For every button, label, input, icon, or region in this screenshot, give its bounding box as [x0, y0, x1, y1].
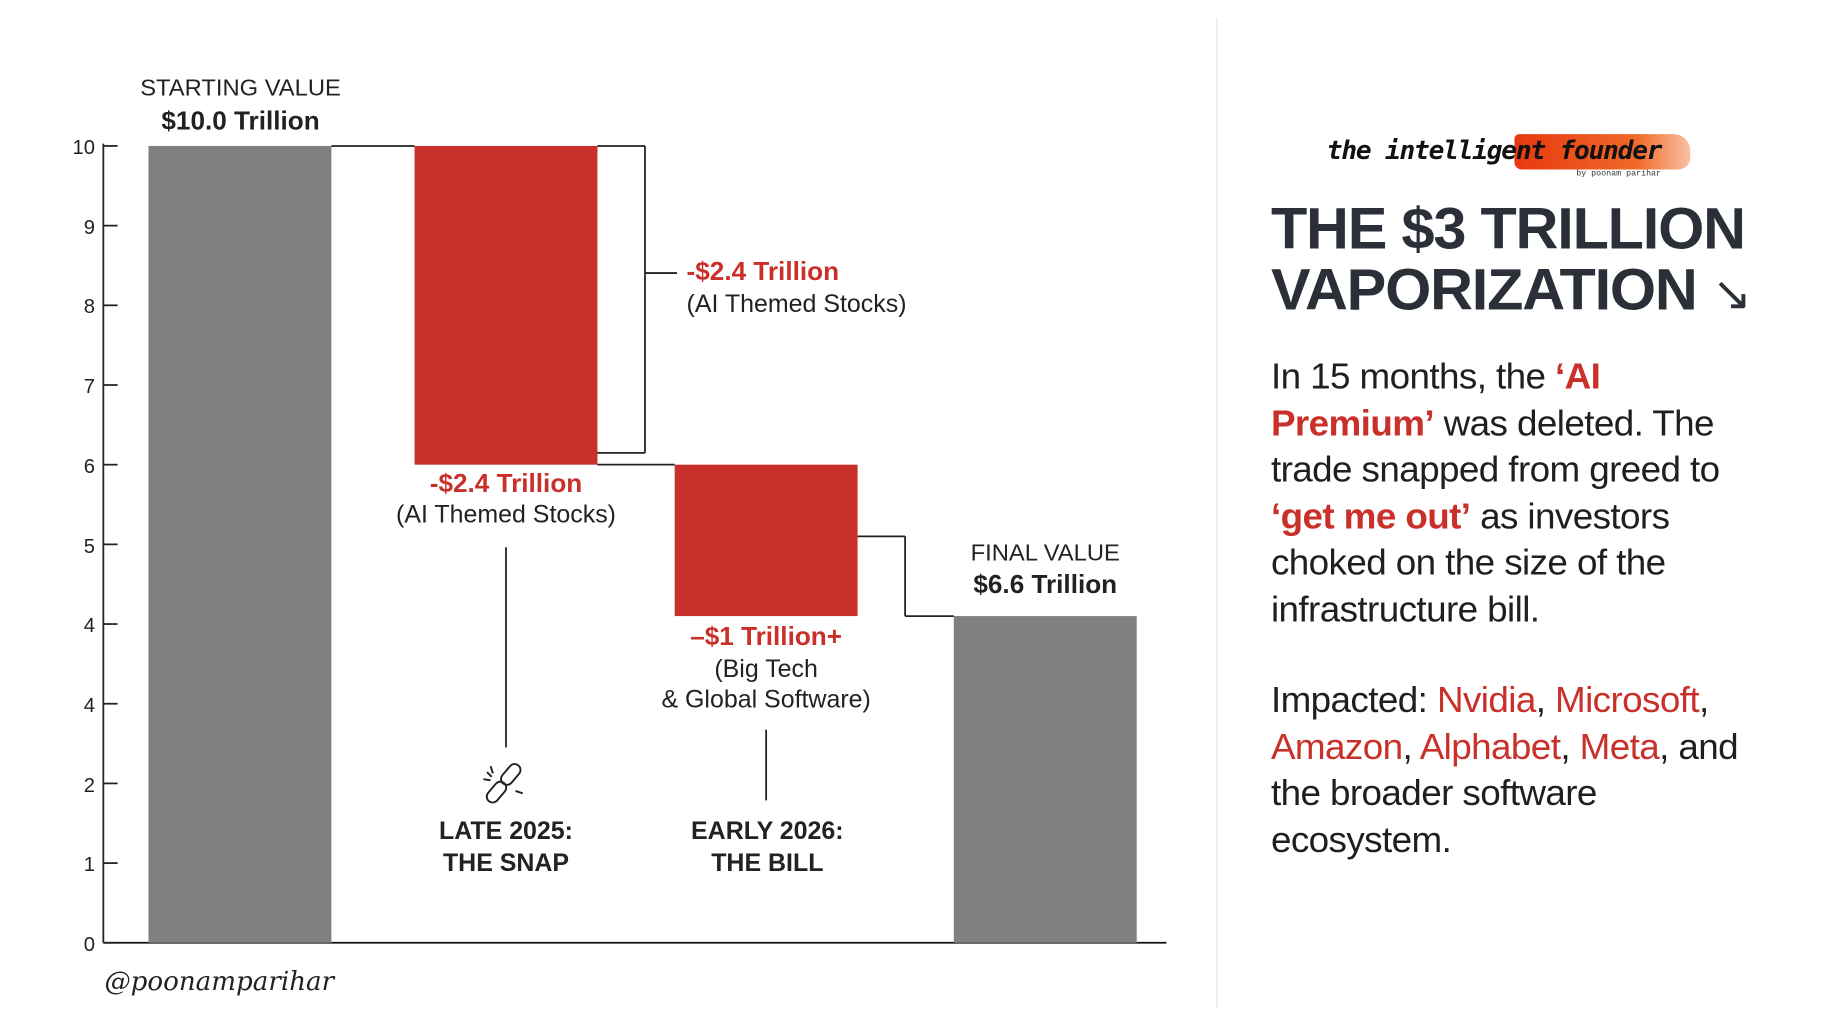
- y-tick-label: 6: [83, 455, 96, 478]
- divider: [1216, 17, 1218, 1009]
- bigtech-sub: (Big Tech: [714, 655, 818, 683]
- y-tick-label: 8: [83, 295, 96, 319]
- logo: the intelligent founder by poonam pariha…: [1327, 132, 1695, 184]
- y-tick-label: 1: [83, 853, 96, 877]
- ai-sub: (AI Themed Stocks): [396, 501, 616, 529]
- company: Amazon: [1270, 725, 1403, 767]
- author-handle: @poonamparihar: [104, 967, 335, 997]
- bracket-sub: (AI Themed Stocks): [686, 290, 907, 318]
- summary-paragraph: In 15 months, the ‘AI Premium’ was delet…: [1271, 353, 1770, 632]
- start-value: $10.0 Trillion: [161, 105, 320, 136]
- logo-subtitle: by poonam parihar: [1576, 169, 1662, 179]
- y-tick-label: 7: [83, 375, 96, 398]
- arrow-down-right-icon: ↘: [1711, 268, 1752, 321]
- broken-chain-icon: [483, 763, 523, 804]
- title-line-1: THE $3 TRILLION: [1270, 195, 1746, 262]
- y-tick-label: 4: [83, 614, 96, 637]
- period-2-line-1: EARLY 2026:: [691, 818, 844, 846]
- bracket-value: -$2.4 Trillion: [686, 256, 840, 287]
- y-tick-label: 4: [83, 694, 96, 717]
- y-tick-label: 10: [72, 136, 96, 159]
- period-2-line-2: THE BILL: [711, 849, 824, 877]
- y-tick-label: 2: [83, 773, 96, 797]
- waterfall-chart: [102, 143, 1167, 944]
- bar-ai-themed: [414, 145, 598, 465]
- bar-big-tech: [674, 464, 858, 617]
- final-value: $6.6 Trillion: [973, 569, 1118, 600]
- company: Alphabet: [1419, 725, 1561, 767]
- impacted-tail: and the broader software ecosystem.: [1270, 725, 1739, 860]
- highlight-ai-premium: ‘AI Premium’: [1270, 355, 1601, 444]
- final-label: FINAL VALUE: [970, 540, 1120, 567]
- bar-final: [953, 616, 1137, 943]
- period-1-line-1: LATE 2025:: [438, 818, 574, 846]
- y-tick-label: 5: [83, 534, 96, 558]
- highlight-get-me-out: ‘get me out’: [1270, 494, 1471, 537]
- logo-brush-stroke: [1514, 134, 1691, 170]
- impacted-label: Impacted:: [1270, 679, 1437, 721]
- period-1-line-2: THE SNAP: [442, 849, 570, 877]
- page-title: THE $3 TRILLION VAPORIZATION ↘: [1270, 195, 1752, 325]
- text: was deleted. The trade snapped from gree…: [1270, 401, 1720, 490]
- text: as investors choked on the size of the i…: [1270, 494, 1670, 630]
- text: In 15 months, the: [1270, 355, 1556, 397]
- bar-start: [148, 145, 332, 943]
- company: Nvidia: [1436, 679, 1536, 721]
- impacted-paragraph: Impacted: Nvidia, Microsoft, Amazon, Alp…: [1270, 679, 1739, 860]
- bigtech-value: –$1 Trillion+: [690, 621, 843, 651]
- title-line-2: VAPORIZATION: [1270, 256, 1698, 323]
- ai-value: -$2.4 Trillion: [429, 468, 583, 498]
- company: Meta: [1579, 725, 1660, 767]
- y-tick-label: 9: [83, 216, 96, 239]
- logo-text: the intelligent founder: [1326, 136, 1663, 166]
- company: Microsoft: [1554, 679, 1700, 721]
- bigtech-sub2: & Global Software): [661, 686, 871, 714]
- start-label: STARTING VALUE: [140, 75, 341, 102]
- y-tick-label: 0: [83, 933, 96, 956]
